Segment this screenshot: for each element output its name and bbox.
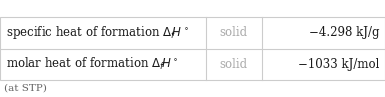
Text: −4.298 kJ/g: −4.298 kJ/g	[309, 26, 379, 39]
Bar	[0, 17, 385, 80]
Text: specific heat of formation $\Delta_f\!H^\circ$: specific heat of formation $\Delta_f\!H^…	[6, 24, 189, 42]
Text: (at STP): (at STP)	[4, 84, 47, 93]
Text: solid: solid	[220, 26, 248, 39]
Text: solid: solid	[220, 58, 248, 71]
Text: molar heat of formation $\Delta_f\!H^\circ$: molar heat of formation $\Delta_f\!H^\ci…	[6, 56, 178, 72]
Text: −1033 kJ/mol: −1033 kJ/mol	[298, 58, 379, 71]
